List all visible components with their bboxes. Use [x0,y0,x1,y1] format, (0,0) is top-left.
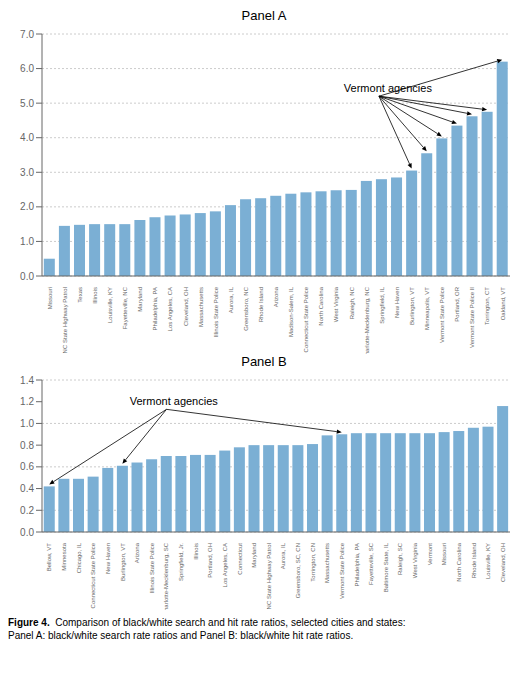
svg-text:Arizona: Arizona [134,542,140,563]
svg-text:Burlington, VT: Burlington, VT [120,543,126,581]
svg-text:Vermont State Police: Vermont State Police [339,542,345,599]
svg-text:Connecticut: Connecticut [237,543,243,575]
svg-text:Aurora, IL: Aurora, IL [280,542,286,569]
svg-text:Raleigh, NC: Raleigh, NC [349,286,355,319]
svg-text:5.0: 5.0 [20,98,34,109]
svg-text:West Virginia: West Virginia [333,286,339,322]
svg-text:Greensboro, NC: Greensboro, NC [243,286,249,330]
svg-text:Maryland: Maryland [137,287,143,312]
svg-text:Cleveland, OH: Cleveland, OH [500,543,506,582]
svg-text:Los Angeles, CA: Los Angeles, CA [222,543,228,587]
svg-text:Maryland: Maryland [251,543,257,568]
svg-text:New Haven: New Haven [105,543,111,574]
svg-text:Torrington, CT: Torrington, CT [484,287,490,325]
svg-text:1.2: 1.2 [20,396,34,407]
svg-text:4.0: 4.0 [20,132,34,143]
svg-text:Illinois State Police: Illinois State Police [149,542,155,593]
svg-text:Cleveland, OH: Cleveland, OH [183,287,189,326]
svg-text:Philadelphia, PA: Philadelphia, PA [152,287,158,331]
svg-text:Massachusetts: Massachusetts [324,543,330,583]
html-text:Figure 4. Comparison of black/: Figure 4. Comparison of black/white sear… [8,617,406,641]
svg-text:Los Angeles, CA: Los Angeles, CA [167,287,173,331]
svg-text:Charlotte-Mecklenburg, SC: Charlotte-Mecklenburg, SC [163,542,169,610]
svg-text:1.4: 1.4 [20,375,34,386]
svg-text:0.6: 0.6 [20,461,34,472]
svg-text:1.0: 1.0 [20,418,34,429]
svg-text:0.4: 0.4 [20,483,34,494]
svg-text:0.0: 0.0 [20,527,34,538]
svg-text:3.0: 3.0 [20,167,34,178]
svg-text:Fayetteville, NC: Fayetteville, NC [122,286,128,329]
svg-text:0.2: 0.2 [20,505,34,516]
svg-text:0.8: 0.8 [20,440,34,451]
svg-text:Fayetteville, SC: Fayetteville, SC [368,542,374,585]
svg-text:Massachusetts: Massachusetts [198,287,204,327]
svg-text:Illinois State Police: Illinois State Police [213,286,219,337]
svg-text:Vermont: Vermont [427,543,433,566]
svg-text:Portland, OH: Portland, OH [207,543,213,578]
svg-text:West Virginia: West Virginia [412,542,418,578]
svg-text:Arizona: Arizona [273,286,279,307]
svg-text:7.0: 7.0 [20,29,34,40]
svg-text:Connecticut State Police: Connecticut State Police [90,542,96,608]
svg-text:North Carolina: North Carolina [318,286,324,325]
svg-text:6.0: 6.0 [20,63,34,74]
svg-text:Vermont State Police: Vermont State Police [439,286,445,343]
svg-text:2.0: 2.0 [20,201,34,212]
svg-text:Illinois: Illinois [92,287,98,304]
svg-text:Missouri: Missouri [47,287,53,309]
svg-text:Burlington, VT: Burlington, VT [409,287,415,325]
svg-text:Chicago, IL: Chicago, IL [76,542,82,573]
svg-text:Raleigh, SC: Raleigh, SC [397,542,403,575]
svg-text:NC State Highway Patrol: NC State Highway Patrol [62,287,68,353]
svg-text:Springfield, IL: Springfield, IL [379,286,385,323]
svg-text:Minneapolis, VT: Minneapolis, VT [424,287,430,330]
html-text:Panel A: Panel A [241,8,287,23]
svg-text:Oakland, VT: Oakland, VT [500,287,506,321]
svg-text:Baltimore State, IL: Baltimore State, IL [383,542,389,592]
svg-text:Charlotte-Mecklenburg, NC: Charlotte-Mecklenburg, NC [364,286,370,354]
svg-text:Madison-Salem, IL: Madison-Salem, IL [288,286,294,337]
svg-text:Philadelphia, PA: Philadelphia, PA [354,543,360,587]
svg-text:Portland, OR: Portland, OR [454,286,460,321]
svg-text:New Haven: New Haven [394,287,400,318]
svg-text:Vermont State Police II: Vermont State Police II [469,287,475,348]
svg-text:Vermont agencies: Vermont agencies [343,82,432,95]
svg-text:0.0: 0.0 [20,271,34,282]
svg-text:Greensboro, SC, CN: Greensboro, SC, CN [295,543,301,598]
svg-text:Minnesota: Minnesota [61,542,67,570]
svg-text:Louisville, KY: Louisville, KY [485,543,491,579]
svg-text:Vermont agencies: Vermont agencies [130,395,219,407]
svg-text:Connecticut State Police: Connecticut State Police [303,286,309,352]
svg-text:Missouri: Missouri [441,543,447,565]
svg-text:NC State Highway Patrol: NC State Highway Patrol [266,543,272,609]
svg-text:Bellow, VT: Bellow, VT [46,543,52,572]
svg-text:Rhode Island: Rhode Island [258,287,264,322]
svg-text:Texas: Texas [77,287,83,303]
html-text:Panel B: Panel B [241,354,287,369]
svg-text:1.0: 1.0 [20,236,34,247]
svg-text:Springfield, Jr.: Springfield, Jr. [178,543,184,581]
svg-text:Illinois: Illinois [193,543,199,560]
svg-text:Torrington, CN: Torrington, CN [310,543,316,582]
svg-text:Aurora, IL: Aurora, IL [228,286,234,313]
svg-text:North Carolina: North Carolina [456,542,462,581]
svg-text:Louisville, KY: Louisville, KY [107,287,113,323]
svg-text:Rhode Island: Rhode Island [471,543,477,578]
